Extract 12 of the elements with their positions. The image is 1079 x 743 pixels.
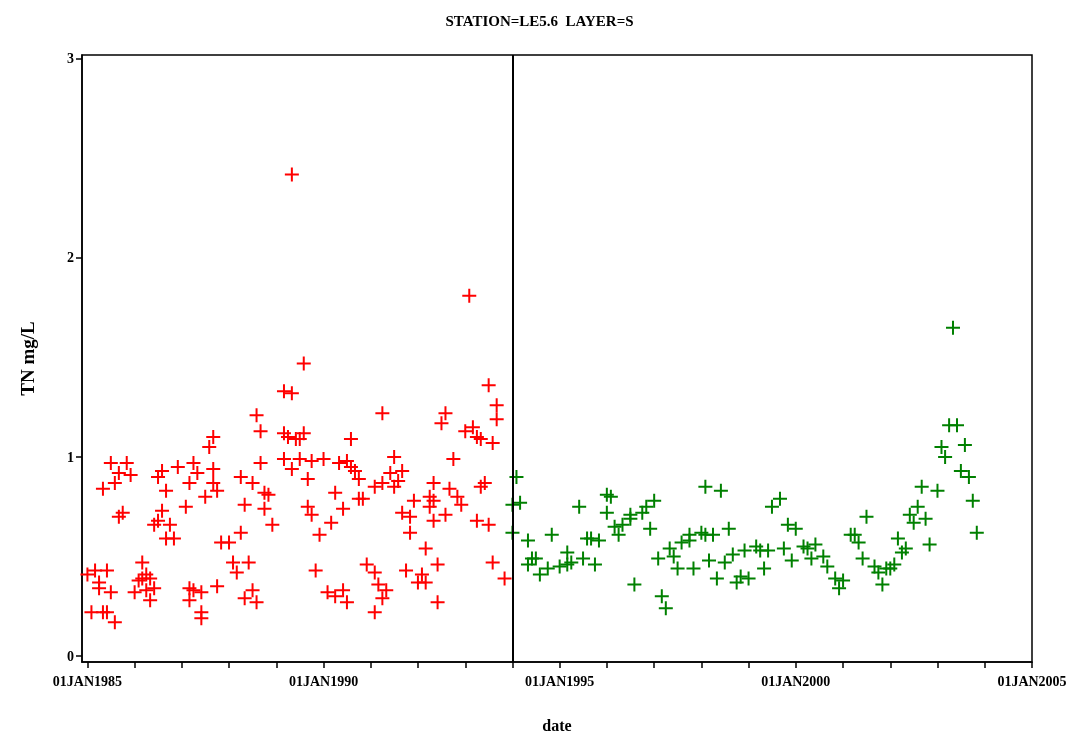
x-tick-label: 01JAN2000 xyxy=(761,673,831,689)
x-tick-label: 01JAN1990 xyxy=(288,673,359,689)
x-tick-label: 01JAN1985 xyxy=(52,673,123,689)
y-tick-label: 1 xyxy=(67,449,74,465)
x-axis-title: date xyxy=(542,716,572,734)
y-tick-label: 3 xyxy=(67,51,74,67)
x-tick-label: 01JAN2005 xyxy=(997,673,1067,689)
x-tick-label: 01JAN1995 xyxy=(525,673,595,689)
y-tick-label: 2 xyxy=(67,250,74,266)
chart-title: STATION=LE5.6 LAYER=S xyxy=(445,12,634,29)
y-axis-title: TN mg/L xyxy=(17,321,38,396)
y-tick-label: 0 xyxy=(67,648,74,664)
